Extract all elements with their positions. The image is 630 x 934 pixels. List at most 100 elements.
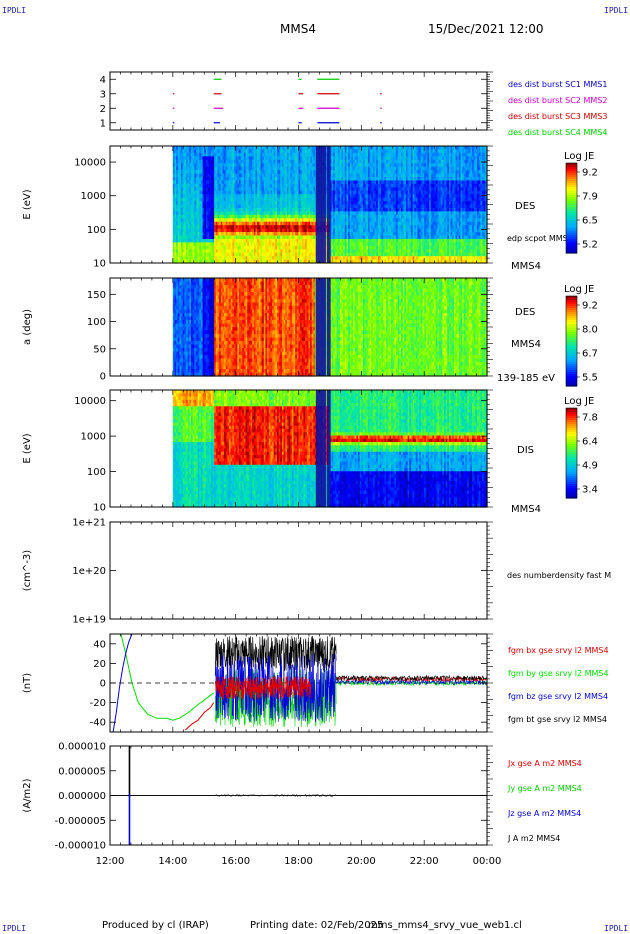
dis-energy-colorbar-tick-label: 4.9	[582, 461, 598, 472]
bfield-series-bx	[185, 702, 215, 731]
des-energy-heatmap-gap-stripe	[315, 146, 322, 263]
dis-energy-colorbar-gradient	[566, 408, 577, 499]
time-tick-label: 20:00	[347, 856, 376, 867]
dis_energy-ylabel: E (eV)	[22, 433, 33, 463]
footer-filename: mms_mms4_srvy_vue_web1.cl	[368, 920, 522, 931]
des-energy-colorbar-gradient	[566, 163, 577, 254]
dis-energy-heatmap-gap-stripe	[326, 390, 331, 507]
current-legend-entry: Jz gse A m2 MMS4	[507, 809, 581, 818]
dis_energy-ytick-label: 10000	[74, 396, 106, 407]
bfield-quiet-trace	[335, 678, 487, 686]
des-energy-mms-label: MMS4	[511, 261, 541, 272]
des-pitch-heatmap-gap-stripe	[315, 278, 322, 376]
bfield-legend-entry: fgm bz gse srvy l2 MMS4	[508, 692, 608, 701]
burst-ytick-label: 2	[100, 104, 106, 115]
current-legend-entry: Jx gse A m2 MMS4	[507, 759, 582, 768]
bfield-legend-entry: fgm by gse srvy l2 MMS4	[508, 669, 609, 678]
des_energy-ytick-label: 10000	[74, 158, 106, 169]
burst-ytick-label: 3	[100, 89, 106, 100]
des-energy-overlay-label: edp scpot MMS4	[507, 234, 573, 243]
bfield-series-by	[120, 634, 215, 721]
burst-legend-entry: des dist burst SC1 MMS1	[508, 80, 607, 89]
des-energy-colorbar-frame	[565, 162, 578, 254]
dis-energy-colorbar-frame	[565, 407, 578, 499]
des-pitch-energy-range-label: 139-185 eV	[497, 373, 555, 384]
corner-label-top-right: IPDLI	[604, 6, 629, 15]
current-ytick-label: -0.000005	[55, 816, 106, 827]
des-energy-colorbar-tick-label: 7.9	[582, 192, 598, 203]
des-energy-colorbar-tick-label: 6.5	[582, 216, 598, 227]
des_pitch-ylabel: a (deg)	[22, 309, 33, 345]
mission-title: MMS4	[280, 22, 316, 36]
des-pitch-colorbar-tick-label: 9.2	[582, 301, 598, 312]
dis-energy-mms-label: MMS4	[511, 504, 541, 515]
time-tick-label: 14:00	[158, 856, 187, 867]
des-pitch-colorbar-tick-label: 8.0	[582, 325, 598, 336]
bfield-ylabel: (nT)	[22, 673, 33, 693]
time-tick-label: 16:00	[221, 856, 250, 867]
density-ytick-label: 1e+21	[72, 518, 106, 529]
des_energy-ytick-label: 100	[87, 225, 106, 236]
current-ytick-label: 0.000010	[58, 742, 106, 753]
time-tick-label: 18:00	[284, 856, 313, 867]
dis-energy-heatmap-gap-stripe	[315, 390, 322, 507]
bfield-series-bz	[112, 634, 139, 732]
current-ylabel: (A/m2)	[22, 778, 33, 812]
des-energy-colorbar-tick-label: 9.2	[582, 168, 598, 179]
bfield-legend-entry: fgm bx gse srvy l2 MMS4	[508, 646, 609, 655]
des_energy-ytick-label: 10	[93, 259, 106, 270]
des-pitch-colorbar-gradient	[566, 296, 577, 387]
density-legend-entry: des numberdensity fast M	[507, 571, 611, 580]
time-tick-label: 12:00	[96, 856, 125, 867]
dis-energy-heatmap-gap-stripe	[321, 390, 326, 507]
des_energy-ylabel: E (eV)	[22, 189, 33, 219]
current-legend-entry: J A m2 MMS4	[507, 834, 560, 843]
dis_energy-ytick-label: 1000	[81, 432, 106, 443]
bfield-turbulent-bt	[214, 635, 337, 672]
burst-legend-entry: des dist burst SC4 MMS4	[508, 128, 607, 137]
des-energy-heatmap-cells	[172, 146, 488, 264]
dis-energy-instrument-label: DIS	[517, 445, 534, 456]
datetime-title: 15/Dec/2021 12:00	[428, 22, 544, 36]
des-energy-heatmap-gap-stripe	[321, 146, 326, 263]
des_pitch-ytick-label: 100	[87, 317, 106, 328]
des-pitch-heatmap-gap-stripe	[326, 278, 331, 376]
des-energy-heatmap-gap-stripe	[326, 146, 331, 263]
dis_energy-ytick-label: 10	[93, 503, 106, 514]
bfield-legend-entry: fgm bt gse srvy l2 MMS4	[508, 715, 607, 724]
des-pitch-colorbar-title: Log JE	[564, 284, 594, 295]
corner-label-bottom-left: IPDLI	[2, 924, 27, 933]
des_pitch-ytick-label: 50	[93, 344, 106, 355]
footer-producer: Produced by cl (IRAP)	[102, 920, 209, 931]
des_pitch-ytick-label: 0	[100, 372, 106, 383]
time-tick-label: 22:00	[410, 856, 439, 867]
des-pitch-instrument-label: DES	[515, 307, 535, 318]
des-energy-instrument-label: DES	[515, 201, 535, 212]
des-pitch-colorbar-tick-label: 6.7	[582, 349, 598, 360]
bfield-ytick-label: -40	[90, 718, 106, 729]
bfield-quiet-trace	[335, 675, 487, 683]
bfield-ytick-label: -20	[90, 698, 106, 709]
bfield-turbulent-bx	[214, 675, 312, 700]
burst-legend-entry: des dist burst SC3 MMS3	[508, 112, 607, 121]
des_pitch-ytick-label: 150	[87, 290, 106, 301]
burst-ytick-label: 4	[100, 75, 106, 86]
current-legend-entry: Jy gse A m2 MMS4	[507, 784, 582, 793]
bfield-turbulent-by	[214, 668, 337, 728]
current-ytick-label: 0.000005	[58, 766, 106, 777]
des_energy-ytick-label: 1000	[81, 191, 106, 202]
current-ytick-label: 0.000000	[58, 791, 106, 802]
burst-ytick-label: 1	[100, 118, 106, 129]
dis-energy-colorbar-title: Log JE	[564, 396, 594, 407]
dis-energy-colorbar-tick-label: 6.4	[582, 437, 598, 448]
footer-printing-date: Printing date: 02/Feb/2025	[250, 920, 384, 931]
des-energy-colorbar-tick-label: 5.2	[582, 240, 598, 251]
corner-label-bottom-right: IPDLI	[604, 924, 629, 933]
bfield-ytick-label: 0	[100, 679, 106, 690]
dis_energy-ytick-label: 100	[87, 467, 106, 478]
density-frame	[109, 521, 488, 620]
des-pitch-colorbar-tick-label: 5.5	[582, 373, 598, 384]
des-pitch-heatmap-cells	[172, 278, 488, 377]
density-ytick-label: 1e+19	[72, 615, 106, 626]
